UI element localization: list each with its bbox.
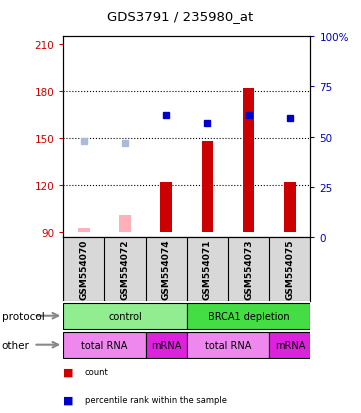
Text: mRNA: mRNA <box>275 340 305 350</box>
Bar <box>63 303 187 329</box>
Text: control: control <box>108 311 142 321</box>
Bar <box>284 183 296 233</box>
Text: ■: ■ <box>63 367 74 377</box>
Text: percentile rank within the sample: percentile rank within the sample <box>85 395 227 404</box>
Text: total RNA: total RNA <box>205 340 251 350</box>
Text: total RNA: total RNA <box>81 340 127 350</box>
Text: protocol: protocol <box>2 311 44 321</box>
Text: BRCA1 depletion: BRCA1 depletion <box>208 311 290 321</box>
Bar <box>202 142 213 233</box>
Text: GSM554071: GSM554071 <box>203 239 212 300</box>
Text: other: other <box>2 340 30 350</box>
Bar <box>243 89 255 233</box>
Bar <box>119 216 131 233</box>
Bar <box>145 332 187 358</box>
Bar <box>78 228 90 233</box>
Text: mRNA: mRNA <box>151 340 181 350</box>
Bar <box>160 183 172 233</box>
Text: ■: ■ <box>63 395 74 405</box>
Text: GSM554072: GSM554072 <box>121 239 130 300</box>
Bar <box>187 332 269 358</box>
Text: GSM554074: GSM554074 <box>162 239 171 300</box>
Bar <box>187 303 310 329</box>
Text: count: count <box>85 367 109 376</box>
Bar <box>63 332 145 358</box>
Text: GSM554070: GSM554070 <box>79 240 88 299</box>
Text: GSM554073: GSM554073 <box>244 239 253 300</box>
Text: GSM554075: GSM554075 <box>285 239 294 300</box>
Bar <box>269 332 310 358</box>
Text: GDS3791 / 235980_at: GDS3791 / 235980_at <box>107 10 254 23</box>
